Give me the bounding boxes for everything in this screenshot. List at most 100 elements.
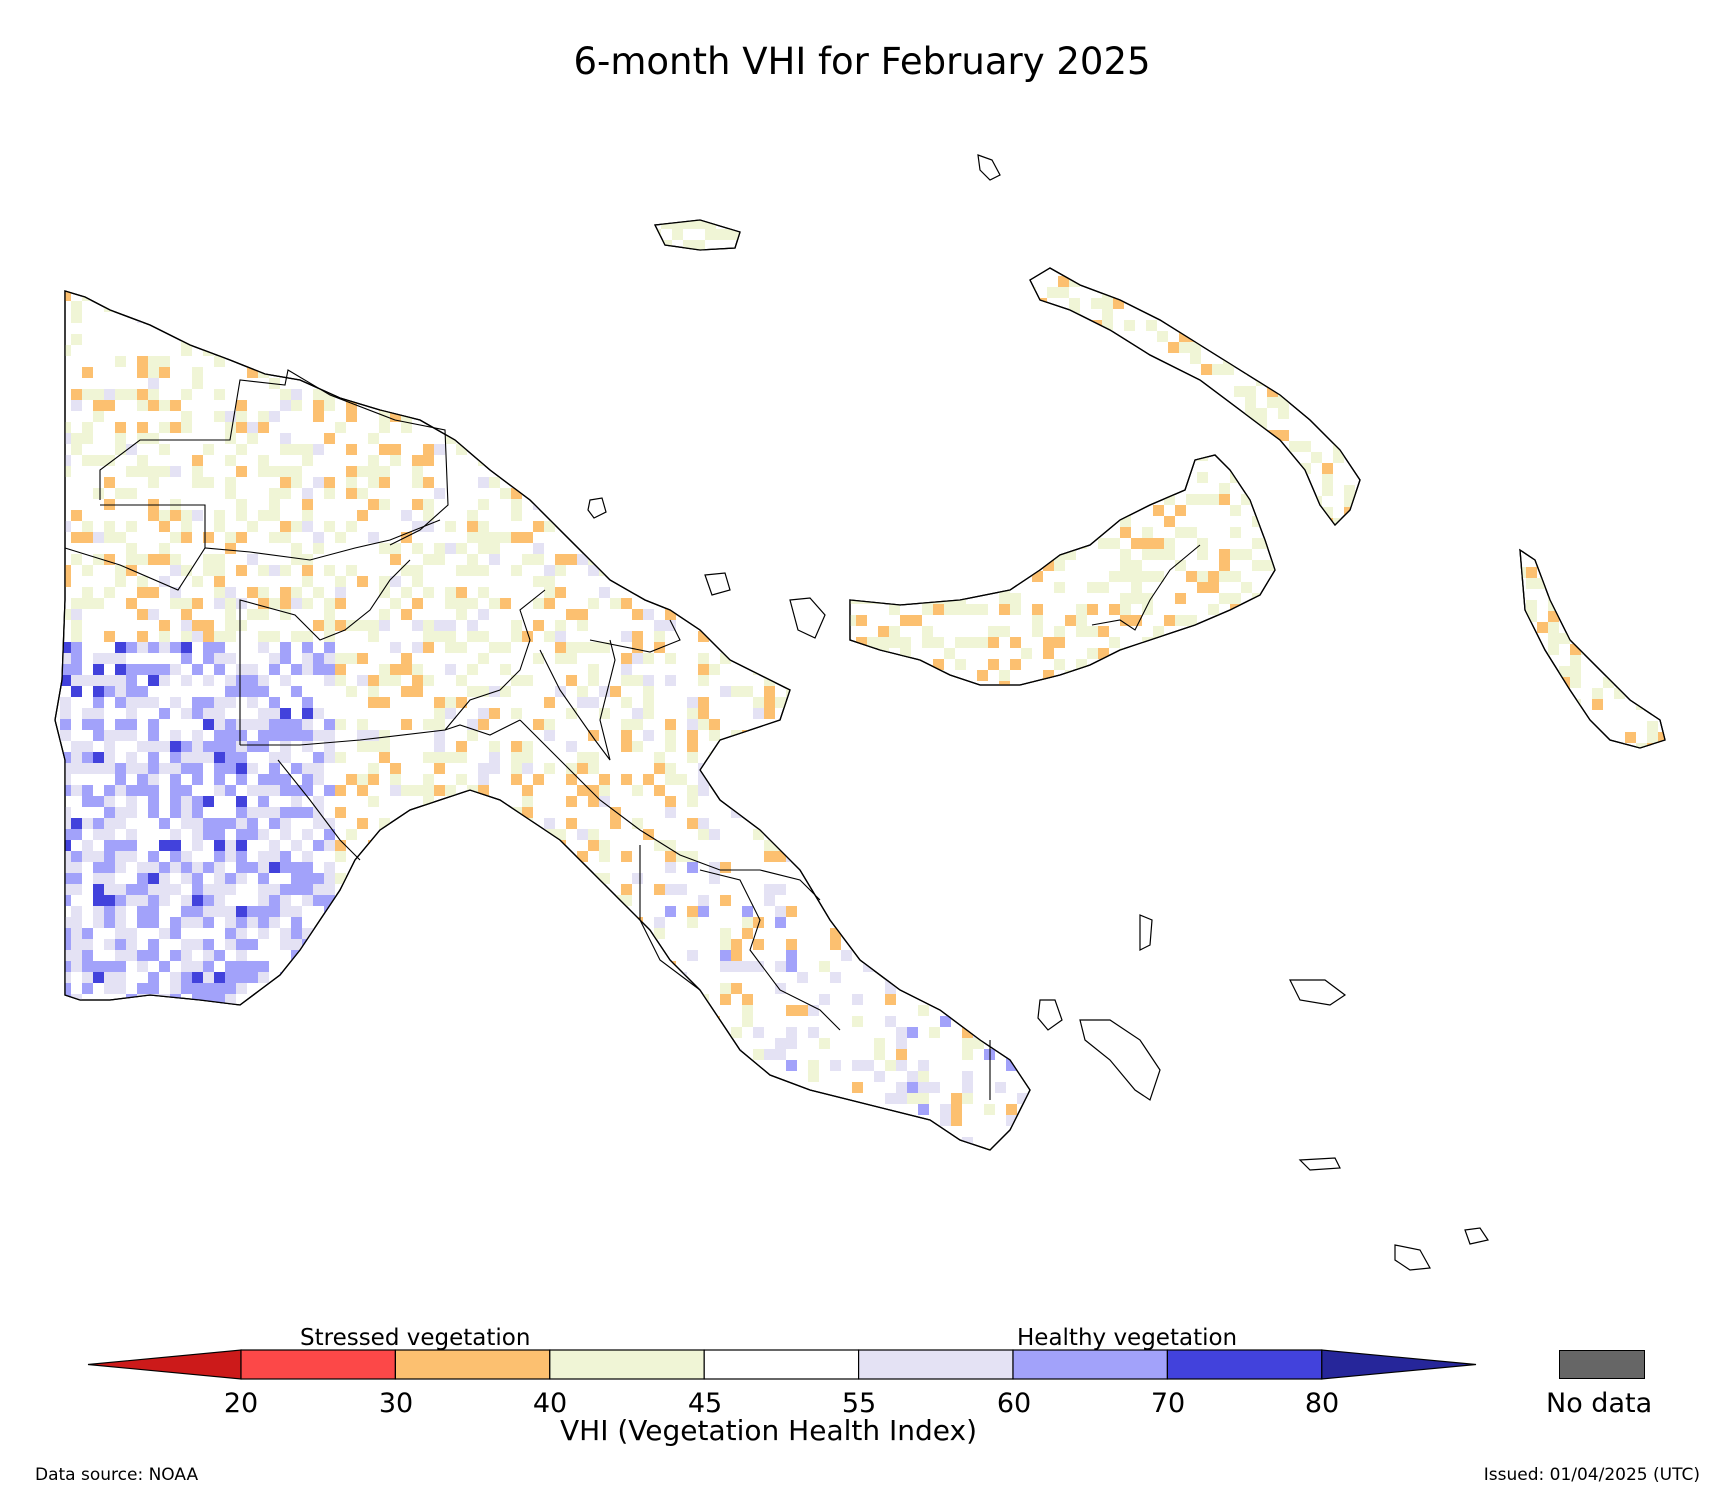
vhi-cell	[313, 774, 324, 785]
vhi-cell	[500, 1126, 511, 1137]
vhi-cell	[672, 220, 683, 229]
vhi-cell	[82, 521, 93, 532]
vhi-cell	[1278, 397, 1289, 408]
vhi-cell	[731, 1148, 742, 1150]
vhi-cell	[577, 323, 588, 334]
vhi-cell	[1230, 527, 1241, 538]
vhi-cell	[104, 917, 115, 928]
vhi-cell	[93, 708, 104, 719]
vhi-cell	[1036, 430, 1047, 441]
vhi-cell	[192, 741, 203, 752]
vhi-cell	[889, 604, 900, 615]
vhi-cell	[445, 917, 456, 928]
vhi-cell	[907, 741, 918, 752]
vhi-cell	[1179, 287, 1190, 298]
vhi-cell	[225, 609, 236, 620]
vhi-cell	[148, 389, 159, 400]
vhi-cell	[775, 455, 786, 466]
vhi-cell	[1087, 626, 1098, 637]
vhi-cell	[225, 785, 236, 796]
vhi-cell	[423, 642, 434, 653]
vhi-cell	[225, 543, 236, 554]
vhi-cell	[1267, 276, 1278, 287]
vhi-cell	[225, 587, 236, 598]
vhi-cell	[918, 664, 929, 675]
vhi-cell	[368, 1060, 379, 1071]
vhi-cell	[973, 1038, 984, 1049]
vhi-cell	[911, 615, 922, 626]
vhi-cell	[874, 829, 885, 840]
vhi-cell	[192, 1137, 203, 1148]
vhi-cell	[896, 532, 907, 543]
vhi-cell	[1208, 604, 1219, 615]
vhi-cell	[126, 1115, 137, 1126]
vhi-cell	[850, 615, 856, 626]
vhi-cell	[654, 312, 665, 323]
vhi-cell	[918, 1082, 929, 1093]
vhi-cell	[984, 1159, 995, 1170]
vhi-cell	[819, 873, 830, 884]
vhi-cell	[126, 697, 137, 708]
vhi-cell	[566, 917, 577, 928]
vhi-cell	[665, 499, 676, 510]
vhi-cell	[731, 763, 742, 774]
vhi-cell	[797, 389, 808, 400]
vhi-cell	[236, 983, 247, 994]
vhi-cell	[1047, 441, 1058, 452]
vhi-cell	[940, 939, 951, 950]
vhi-cell	[247, 1148, 258, 1150]
vhi-cell	[610, 1049, 621, 1060]
vhi-cell	[225, 301, 236, 312]
vhi-cell	[500, 312, 511, 323]
vhi-cell	[302, 950, 313, 961]
vhi-cell	[555, 411, 566, 422]
vhi-cell	[566, 928, 577, 939]
vhi-cell	[104, 862, 115, 873]
vhi-cell	[1603, 633, 1614, 644]
vhi-cell	[599, 400, 610, 411]
vhi-cell	[148, 356, 159, 367]
vhi-cell	[797, 664, 808, 675]
vhi-cell	[82, 675, 93, 686]
vhi-cell	[1256, 419, 1267, 430]
vhi-cell	[1355, 331, 1360, 342]
vhi-cell	[1113, 452, 1124, 463]
vhi-cell	[93, 818, 104, 829]
vhi-cell	[610, 686, 621, 697]
vhi-cell	[808, 697, 819, 708]
vhi-cell	[867, 681, 878, 685]
vhi-cell	[302, 664, 313, 675]
vhi-cell	[922, 472, 933, 483]
vhi-cell	[885, 829, 896, 840]
vhi-cell	[357, 488, 368, 499]
vhi-cell	[940, 675, 951, 686]
vhi-cell	[599, 334, 610, 345]
vhi-cell	[71, 829, 82, 840]
vhi-cell	[181, 983, 192, 994]
vhi-cell	[786, 939, 797, 950]
vhi-cell	[115, 884, 126, 895]
vhi-cell	[181, 818, 192, 829]
vhi-cell	[1043, 637, 1054, 648]
vhi-cell	[60, 1115, 71, 1126]
vhi-cell	[1241, 670, 1252, 681]
vhi-cell	[1322, 287, 1333, 298]
vhi-cell	[214, 895, 225, 906]
vhi-cell	[192, 961, 203, 972]
vhi-cell	[896, 466, 907, 477]
vhi-cell	[1039, 741, 1050, 752]
vhi-cell	[1289, 386, 1300, 397]
vhi-cell	[170, 730, 181, 741]
vhi-cell	[280, 1060, 291, 1071]
vhi-cell	[478, 653, 489, 664]
vhi-cell	[687, 400, 698, 411]
vhi-cell	[1581, 721, 1592, 732]
vhi-cell	[665, 807, 676, 818]
vhi-cell	[511, 334, 522, 345]
vhi-cell	[214, 1159, 225, 1170]
vhi-cell	[324, 1049, 335, 1060]
vhi-cell	[302, 631, 313, 642]
vhi-cell	[170, 807, 181, 818]
vhi-cell	[181, 763, 192, 774]
vhi-cell	[1186, 615, 1197, 626]
